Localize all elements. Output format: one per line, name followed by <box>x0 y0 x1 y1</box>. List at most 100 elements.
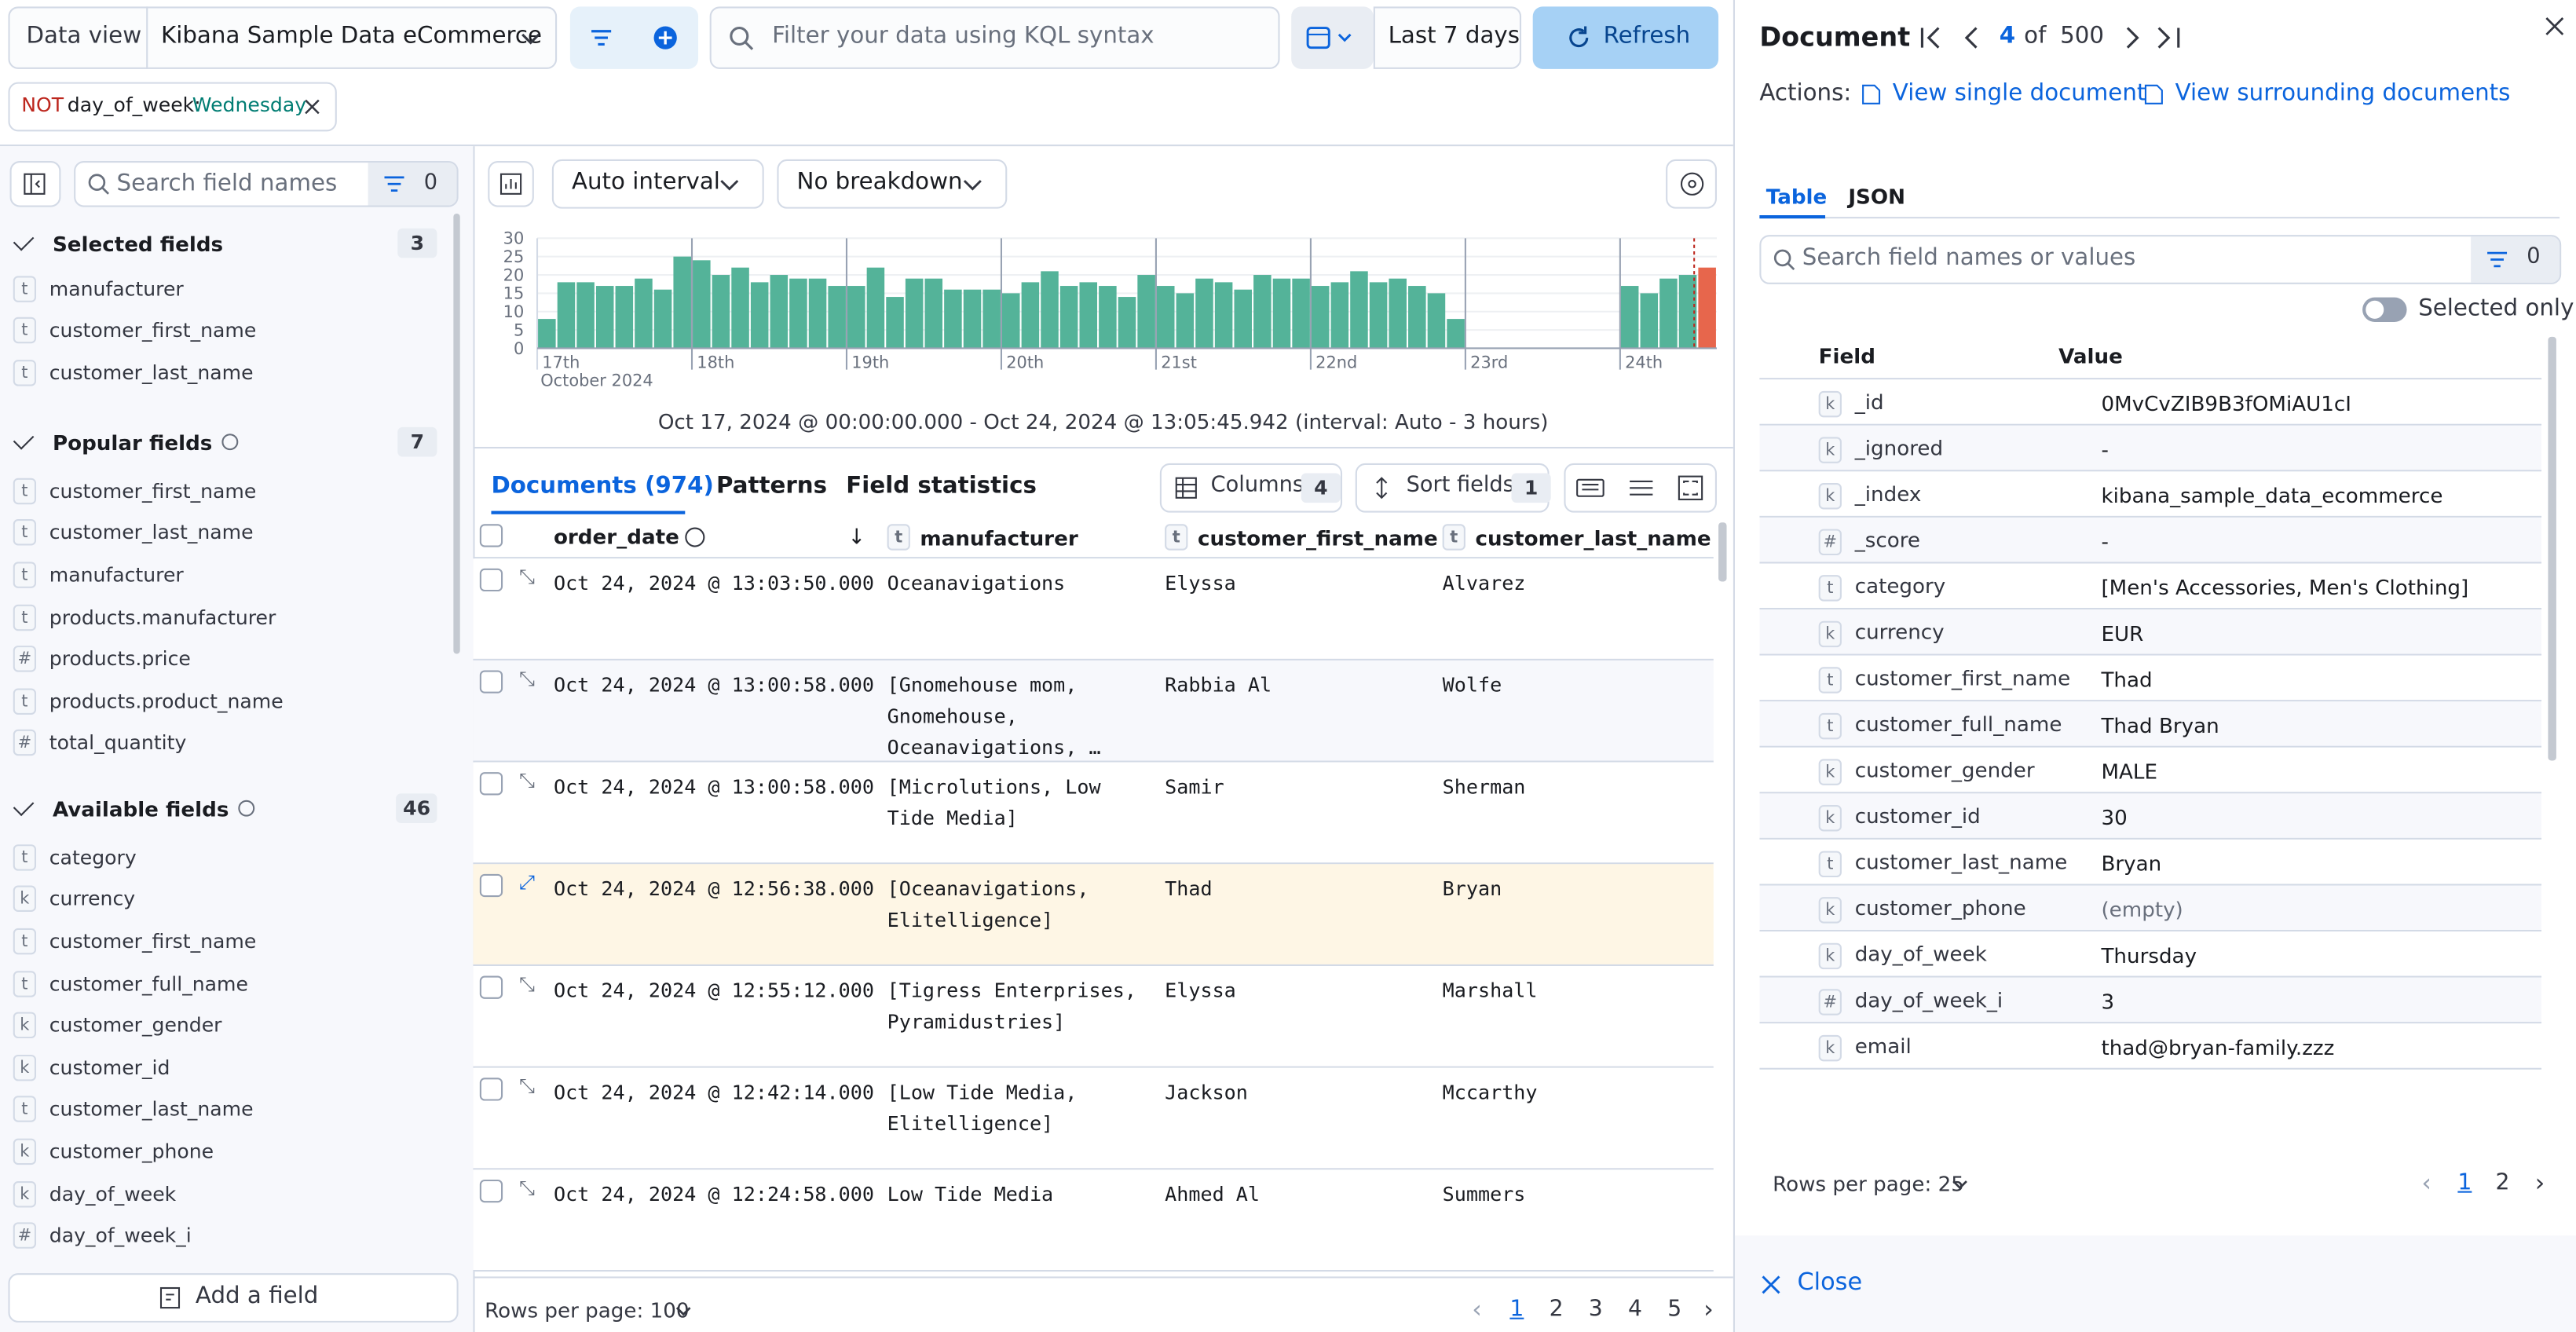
query-input[interactable] <box>709 6 1280 69</box>
expand-icon[interactable]: ⤡ <box>519 972 536 996</box>
close-button[interactable]: Close <box>1797 1269 1863 1297</box>
table-row[interactable]: ⤡ Oct 24, 2024 @ 12:55:12.000 [Tigress Ent… <box>473 966 1714 1068</box>
table-row[interactable]: ⤡ Oct 24, 2024 @ 13:00:58.000 [Microlution… <box>473 762 1714 865</box>
field-item[interactable]: # products.price <box>13 638 437 680</box>
tab[interactable]: Patterns <box>716 473 828 500</box>
expand-icon[interactable]: ⤡ <box>519 768 536 792</box>
column-header[interactable]: t customer_first_name <box>1165 524 1438 551</box>
data-view-name[interactable]: Kibana Sample Data eCommerce <box>161 23 543 49</box>
field-header: Field <box>1818 343 1875 368</box>
chevron <box>13 427 35 449</box>
close-x[interactable] <box>2545 16 2564 36</box>
row-checkbox[interactable] <box>479 670 503 693</box>
field-type-icon: t <box>13 928 37 955</box>
row-checkbox[interactable] <box>479 975 503 999</box>
interval-picker[interactable] <box>551 159 764 209</box>
field-item[interactable]: t products.product_name <box>13 680 437 723</box>
row-checkbox[interactable] <box>479 1078 503 1101</box>
field-item[interactable]: t products.manufacturer <box>13 596 437 639</box>
date-range[interactable] <box>1373 6 1522 69</box>
field-item[interactable]: t customer_full_name <box>13 962 437 1004</box>
field-name: customer_gender <box>49 1014 222 1037</box>
nav-first-prev[interactable] <box>1919 24 1994 50</box>
section-header[interactable]: Available fields 46 <box>13 790 437 826</box>
field-item[interactable]: t customer_first_name <box>13 470 437 512</box>
next-page[interactable]: › <box>1703 1294 1714 1325</box>
table-row[interactable]: ⤡ Oct 24, 2024 @ 12:24:58.000 Low Tide Med… <box>473 1169 1714 1272</box>
field-item[interactable]: t customer_last_name <box>13 352 437 394</box>
column-header[interactable]: order_date ↓ <box>554 524 865 550</box>
filter-icon[interactable] <box>590 26 613 49</box>
field-item[interactable]: t manufacturer <box>13 268 437 310</box>
field-item[interactable]: t customer_last_name <box>13 1089 437 1131</box>
prev-page[interactable]: ‹ <box>2421 1168 2431 1198</box>
field-item[interactable]: # total_quantity <box>13 722 437 764</box>
expand-icon[interactable]: ⤡ <box>519 565 536 588</box>
field-value: 30 <box>2101 805 2128 830</box>
chart-options[interactable] <box>1666 159 1717 209</box>
field-item[interactable]: k customer_phone <box>13 1131 437 1173</box>
page-link[interactable]: 1 <box>1509 1296 1524 1323</box>
expand-icon[interactable]: ⤢ <box>519 870 536 894</box>
filter-pill[interactable] <box>8 82 337 132</box>
expand-icon[interactable]: ⤡ <box>519 667 536 690</box>
prev-page[interactable]: ‹ <box>1472 1294 1482 1325</box>
section-header[interactable]: Selected fields 3 <box>13 225 437 262</box>
field-item[interactable]: t category <box>13 836 437 879</box>
add-filter-icon[interactable] <box>652 24 678 50</box>
field-item[interactable]: t manufacturer <box>13 554 437 596</box>
field-item[interactable]: k customer_id <box>13 1046 437 1089</box>
field-item[interactable]: k customer_gender <box>13 1004 437 1047</box>
table-row[interactable]: ⤡ Oct 24, 2024 @ 13:00:58.000 [Gnomehouse … <box>473 660 1714 763</box>
row-checkbox[interactable] <box>479 568 503 592</box>
tab-table[interactable]: Table <box>1766 184 1828 209</box>
page-link[interactable]: 2 <box>2495 1169 2510 1196</box>
rows-per-page[interactable]: Rows per page: 100 <box>485 1297 690 1323</box>
field-filter[interactable] <box>368 163 457 206</box>
row-checkbox[interactable] <box>479 873 503 898</box>
select-all[interactable] <box>479 524 503 547</box>
next-page[interactable]: › <box>2534 1168 2545 1198</box>
field-item[interactable]: k day_of_week <box>13 1173 437 1215</box>
selected-only-toggle[interactable] <box>2362 297 2407 323</box>
page-link[interactable]: 2 <box>1549 1296 1564 1323</box>
page-link[interactable]: 4 <box>1628 1296 1642 1323</box>
refresh-button[interactable] <box>1532 6 1719 69</box>
tab-json[interactable]: JSON <box>1848 184 1906 209</box>
field-name: customer_full_name <box>49 972 248 995</box>
expand-icon[interactable]: ⤡ <box>519 1176 536 1200</box>
expand-icon[interactable]: ⤡ <box>519 1074 536 1098</box>
view-surrounding-link[interactable]: View surrounding documents <box>2175 80 2511 107</box>
tab[interactable]: Documents (974) <box>491 473 714 500</box>
page-link[interactable]: 5 <box>1667 1296 1682 1323</box>
field-item[interactable]: k currency <box>13 878 437 920</box>
column-header[interactable]: t customer_last_name <box>1442 524 1711 551</box>
row-checkbox[interactable] <box>479 1179 503 1203</box>
doc-filter[interactable] <box>2471 236 2560 283</box>
column-header[interactable]: t manufacturer <box>887 524 1078 551</box>
page-link[interactable]: 1 <box>2457 1169 2472 1196</box>
row-checkbox[interactable] <box>479 772 503 796</box>
table-row[interactable]: ⤡ Oct 24, 2024 @ 12:42:14.000 [Low Tide Me… <box>473 1067 1714 1170</box>
field-item[interactable]: t customer_first_name <box>13 920 437 963</box>
date-quick-menu[interactable] <box>1291 6 1374 69</box>
field-item[interactable]: # day_of_week_i <box>13 1215 437 1257</box>
table-row[interactable]: ⤢ Oct 24, 2024 @ 12:56:38.000 [Oceanavigat… <box>473 864 1714 967</box>
section-header[interactable]: Popular fields 7 <box>13 424 437 460</box>
nav-next-last[interactable] <box>2119 24 2188 50</box>
toggle-chart[interactable] <box>488 161 534 207</box>
view-single-link[interactable]: View single document <box>1892 80 2146 107</box>
grid-control-icons[interactable] <box>1575 475 1707 501</box>
field-value: Thad <box>2101 667 2153 692</box>
doc-rows-per-page[interactable]: Rows per page: 25 <box>1773 1171 1964 1196</box>
add-field-button[interactable] <box>8 1273 459 1323</box>
field-item[interactable]: t customer_first_name <box>13 310 437 353</box>
field-item[interactable]: t customer_last_name <box>13 512 437 554</box>
remove-filter[interactable] <box>304 99 320 115</box>
tab[interactable]: Field statistics <box>846 473 1037 500</box>
table-row[interactable]: ⤡ Oct 24, 2024 @ 13:03:50.000 Oceanavigati… <box>473 558 1714 661</box>
columns-button[interactable] <box>1159 463 1343 513</box>
page-link[interactable]: 3 <box>1588 1296 1603 1323</box>
data-view-picker[interactable] <box>8 6 558 69</box>
doc-search[interactable] <box>1759 235 2562 284</box>
